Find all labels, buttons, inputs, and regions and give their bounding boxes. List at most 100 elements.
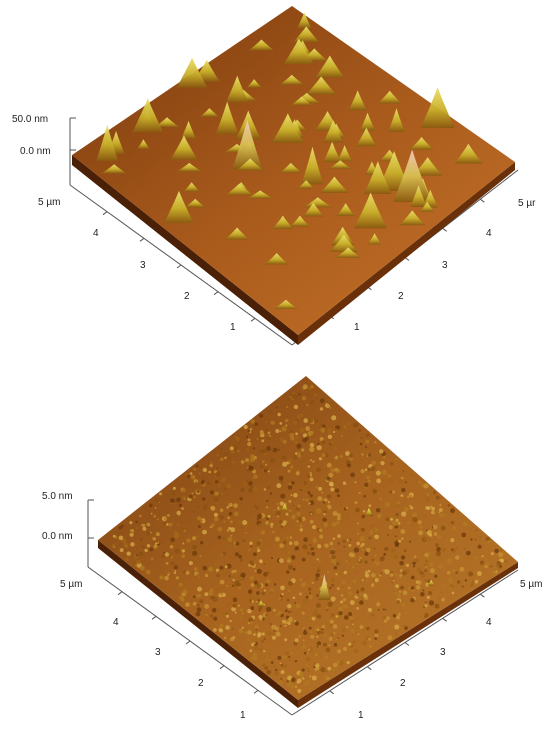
surface-grain — [395, 615, 401, 620]
surface-grain — [216, 467, 218, 470]
surface-grain — [461, 532, 467, 538]
surface-grain — [144, 548, 148, 553]
surface-peak — [335, 247, 361, 258]
surface-grain — [455, 547, 459, 550]
left-tick-p2-2 — [151, 615, 157, 620]
right-tick-p2-2 — [367, 666, 372, 671]
surface-grain — [481, 555, 484, 558]
surface-grain — [199, 554, 202, 558]
surface-grain — [241, 612, 245, 615]
surface-grain — [287, 675, 293, 681]
surface-grain — [317, 496, 323, 502]
surface-grain — [294, 685, 298, 689]
surface-grain — [331, 522, 337, 528]
surface-grain — [347, 586, 351, 590]
surface-grain — [111, 544, 116, 548]
surface-grain — [247, 630, 252, 635]
surface-grain — [119, 548, 124, 553]
surface-grain — [287, 551, 290, 554]
surface-grain — [354, 570, 357, 573]
surface-grain — [250, 545, 253, 548]
surface-grain — [332, 537, 336, 540]
surface-grain — [152, 537, 156, 541]
surface-grain — [362, 640, 367, 646]
surface-grain — [407, 586, 411, 591]
surface-grain — [264, 666, 269, 670]
surface-grain — [211, 608, 217, 613]
left-axis-ticks-1 — [102, 211, 256, 322]
surface-grain — [305, 426, 311, 431]
surface-grain — [219, 633, 223, 637]
surface-grain — [407, 521, 410, 524]
surface-peak — [232, 119, 263, 170]
surface-grain — [263, 637, 266, 641]
surface-grain — [240, 460, 245, 464]
surface-grain — [182, 589, 188, 595]
surface-grain — [284, 418, 289, 423]
surface-grain — [429, 562, 434, 567]
surface-peak — [348, 90, 367, 111]
surface-grain — [342, 481, 347, 485]
surface-grain — [123, 543, 129, 548]
surface-grain — [334, 488, 340, 493]
surface-grain — [230, 637, 235, 642]
left-tick-p1-5 — [250, 317, 256, 322]
surface-grain — [237, 450, 240, 453]
surface-grain — [338, 607, 342, 611]
surface-grain — [424, 579, 427, 581]
surface-grain — [309, 675, 312, 678]
surface-grain — [364, 446, 368, 449]
surface-grain — [228, 502, 233, 508]
surface-grain — [428, 600, 435, 606]
surface-grain — [323, 506, 329, 512]
surface-grain — [312, 460, 315, 463]
surface-grain — [247, 442, 252, 447]
surface-grain — [196, 592, 199, 594]
surface-grain — [343, 545, 346, 548]
surface-grain — [301, 557, 306, 562]
afm-panel-1: 50.0 nm 0.0 nm 5 µm 5 µr 4 3 2 1 4 3 2 1 — [12, 6, 536, 346]
surface-grain — [261, 632, 265, 636]
surface-grain — [250, 454, 256, 459]
surface-grain — [379, 497, 383, 501]
surface-grain — [281, 654, 287, 660]
surface-grain — [354, 501, 358, 505]
surface-grain — [260, 465, 264, 469]
surface-grain — [348, 544, 352, 547]
surface-grain — [339, 503, 342, 507]
surface-grain — [412, 561, 416, 565]
surface-grain — [307, 551, 311, 555]
surface-grain — [243, 424, 248, 430]
surface-grain — [292, 504, 295, 507]
surface-peak — [272, 215, 294, 230]
surface-grain — [240, 487, 245, 493]
surface-grain — [270, 522, 274, 527]
surface-grain — [384, 569, 390, 575]
surface-grain — [373, 547, 376, 550]
surface-grain — [350, 472, 355, 478]
surface-grain — [256, 500, 259, 503]
surface-grain — [259, 430, 265, 435]
surface-grain — [318, 528, 323, 533]
surface-grain — [490, 552, 494, 556]
surface-grain — [315, 653, 318, 656]
surface-grain — [409, 540, 412, 543]
surface-peak — [336, 203, 355, 217]
surface-grain — [200, 541, 204, 545]
surface-grain — [266, 506, 269, 509]
surface-grain — [282, 439, 287, 444]
surface-grain — [367, 453, 371, 457]
surface-grain — [290, 651, 294, 655]
surface-edge-1 — [72, 155, 298, 345]
surface-grain — [266, 669, 272, 675]
surface-grain — [384, 546, 389, 552]
surface-grain — [402, 590, 408, 595]
surface-grain — [181, 554, 186, 559]
surface-grain — [296, 452, 302, 458]
left-tick-label-3-p2: 3 — [155, 647, 161, 658]
surface-grain — [238, 628, 244, 634]
surface-grain — [335, 468, 341, 474]
surface-grain — [208, 470, 211, 474]
surface-grain — [298, 635, 301, 638]
